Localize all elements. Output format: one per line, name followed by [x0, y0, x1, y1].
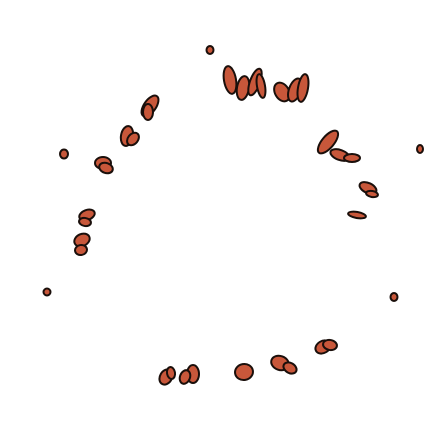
blob-cluster	[273, 81, 291, 103]
blob-cluster	[316, 129, 340, 155]
blob-group	[42, 45, 424, 386]
blob-cluster	[365, 189, 379, 199]
blob-cluster	[282, 361, 298, 375]
blob-cluster	[98, 161, 114, 175]
blob-cluster	[78, 216, 92, 228]
blob-cluster	[343, 153, 361, 163]
blob-cluster	[142, 103, 154, 121]
blob-cluster	[74, 243, 88, 257]
blob-cluster	[222, 65, 238, 95]
blob-dot	[42, 287, 52, 297]
blob-cluster	[255, 73, 267, 99]
blob-dot	[205, 45, 215, 55]
blob-cluster	[178, 369, 192, 385]
blob-cluster	[165, 366, 177, 380]
blob-cluster	[234, 362, 254, 382]
blob-dot	[416, 144, 424, 154]
blob-dot	[389, 292, 399, 302]
blob-cluster	[322, 338, 338, 352]
blob-dot	[59, 148, 69, 160]
blob-cluster	[296, 73, 310, 103]
blob-dot	[347, 210, 367, 220]
blob-cluster	[126, 131, 140, 147]
